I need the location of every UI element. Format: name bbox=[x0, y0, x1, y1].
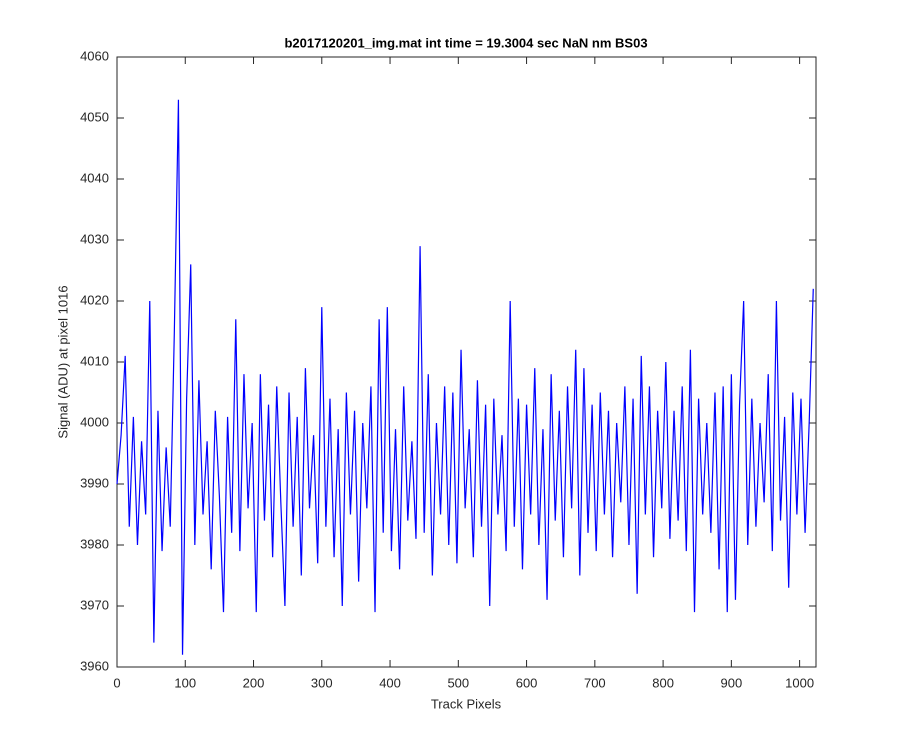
y-tick-label: 4010 bbox=[80, 353, 109, 368]
x-axis-label: Track Pixels bbox=[431, 696, 502, 711]
y-tick-label: 4030 bbox=[80, 231, 109, 246]
y-tick-label: 4020 bbox=[80, 292, 109, 307]
x-tick-label: 600 bbox=[516, 675, 538, 690]
chart-title: b2017120201_img.mat int time = 19.3004 s… bbox=[284, 35, 647, 50]
y-tick-label: 3990 bbox=[80, 475, 109, 490]
y-tick-label: 3970 bbox=[80, 597, 109, 612]
y-tick-label: 4050 bbox=[80, 109, 109, 124]
y-tick-label: 4060 bbox=[80, 48, 109, 63]
x-tick-label: 700 bbox=[584, 675, 606, 690]
y-tick-label: 3960 bbox=[80, 658, 109, 673]
x-tick-label: 300 bbox=[311, 675, 333, 690]
x-tick-label: 400 bbox=[379, 675, 401, 690]
y-tick-label: 3980 bbox=[80, 536, 109, 551]
x-tick-label: 800 bbox=[652, 675, 674, 690]
y-tick-label: 4000 bbox=[80, 414, 109, 429]
data-line bbox=[116, 99, 814, 655]
y-tick-label: 4040 bbox=[80, 170, 109, 185]
x-tick-label: 0 bbox=[113, 675, 120, 690]
x-tick-label: 900 bbox=[721, 675, 743, 690]
x-tick-label: 1000 bbox=[785, 675, 814, 690]
y-axis-label: Signal (ADU) at pixel 1016 bbox=[55, 285, 70, 438]
x-tick-label: 200 bbox=[243, 675, 265, 690]
x-tick-label: 100 bbox=[174, 675, 196, 690]
x-tick-label: 500 bbox=[447, 675, 469, 690]
